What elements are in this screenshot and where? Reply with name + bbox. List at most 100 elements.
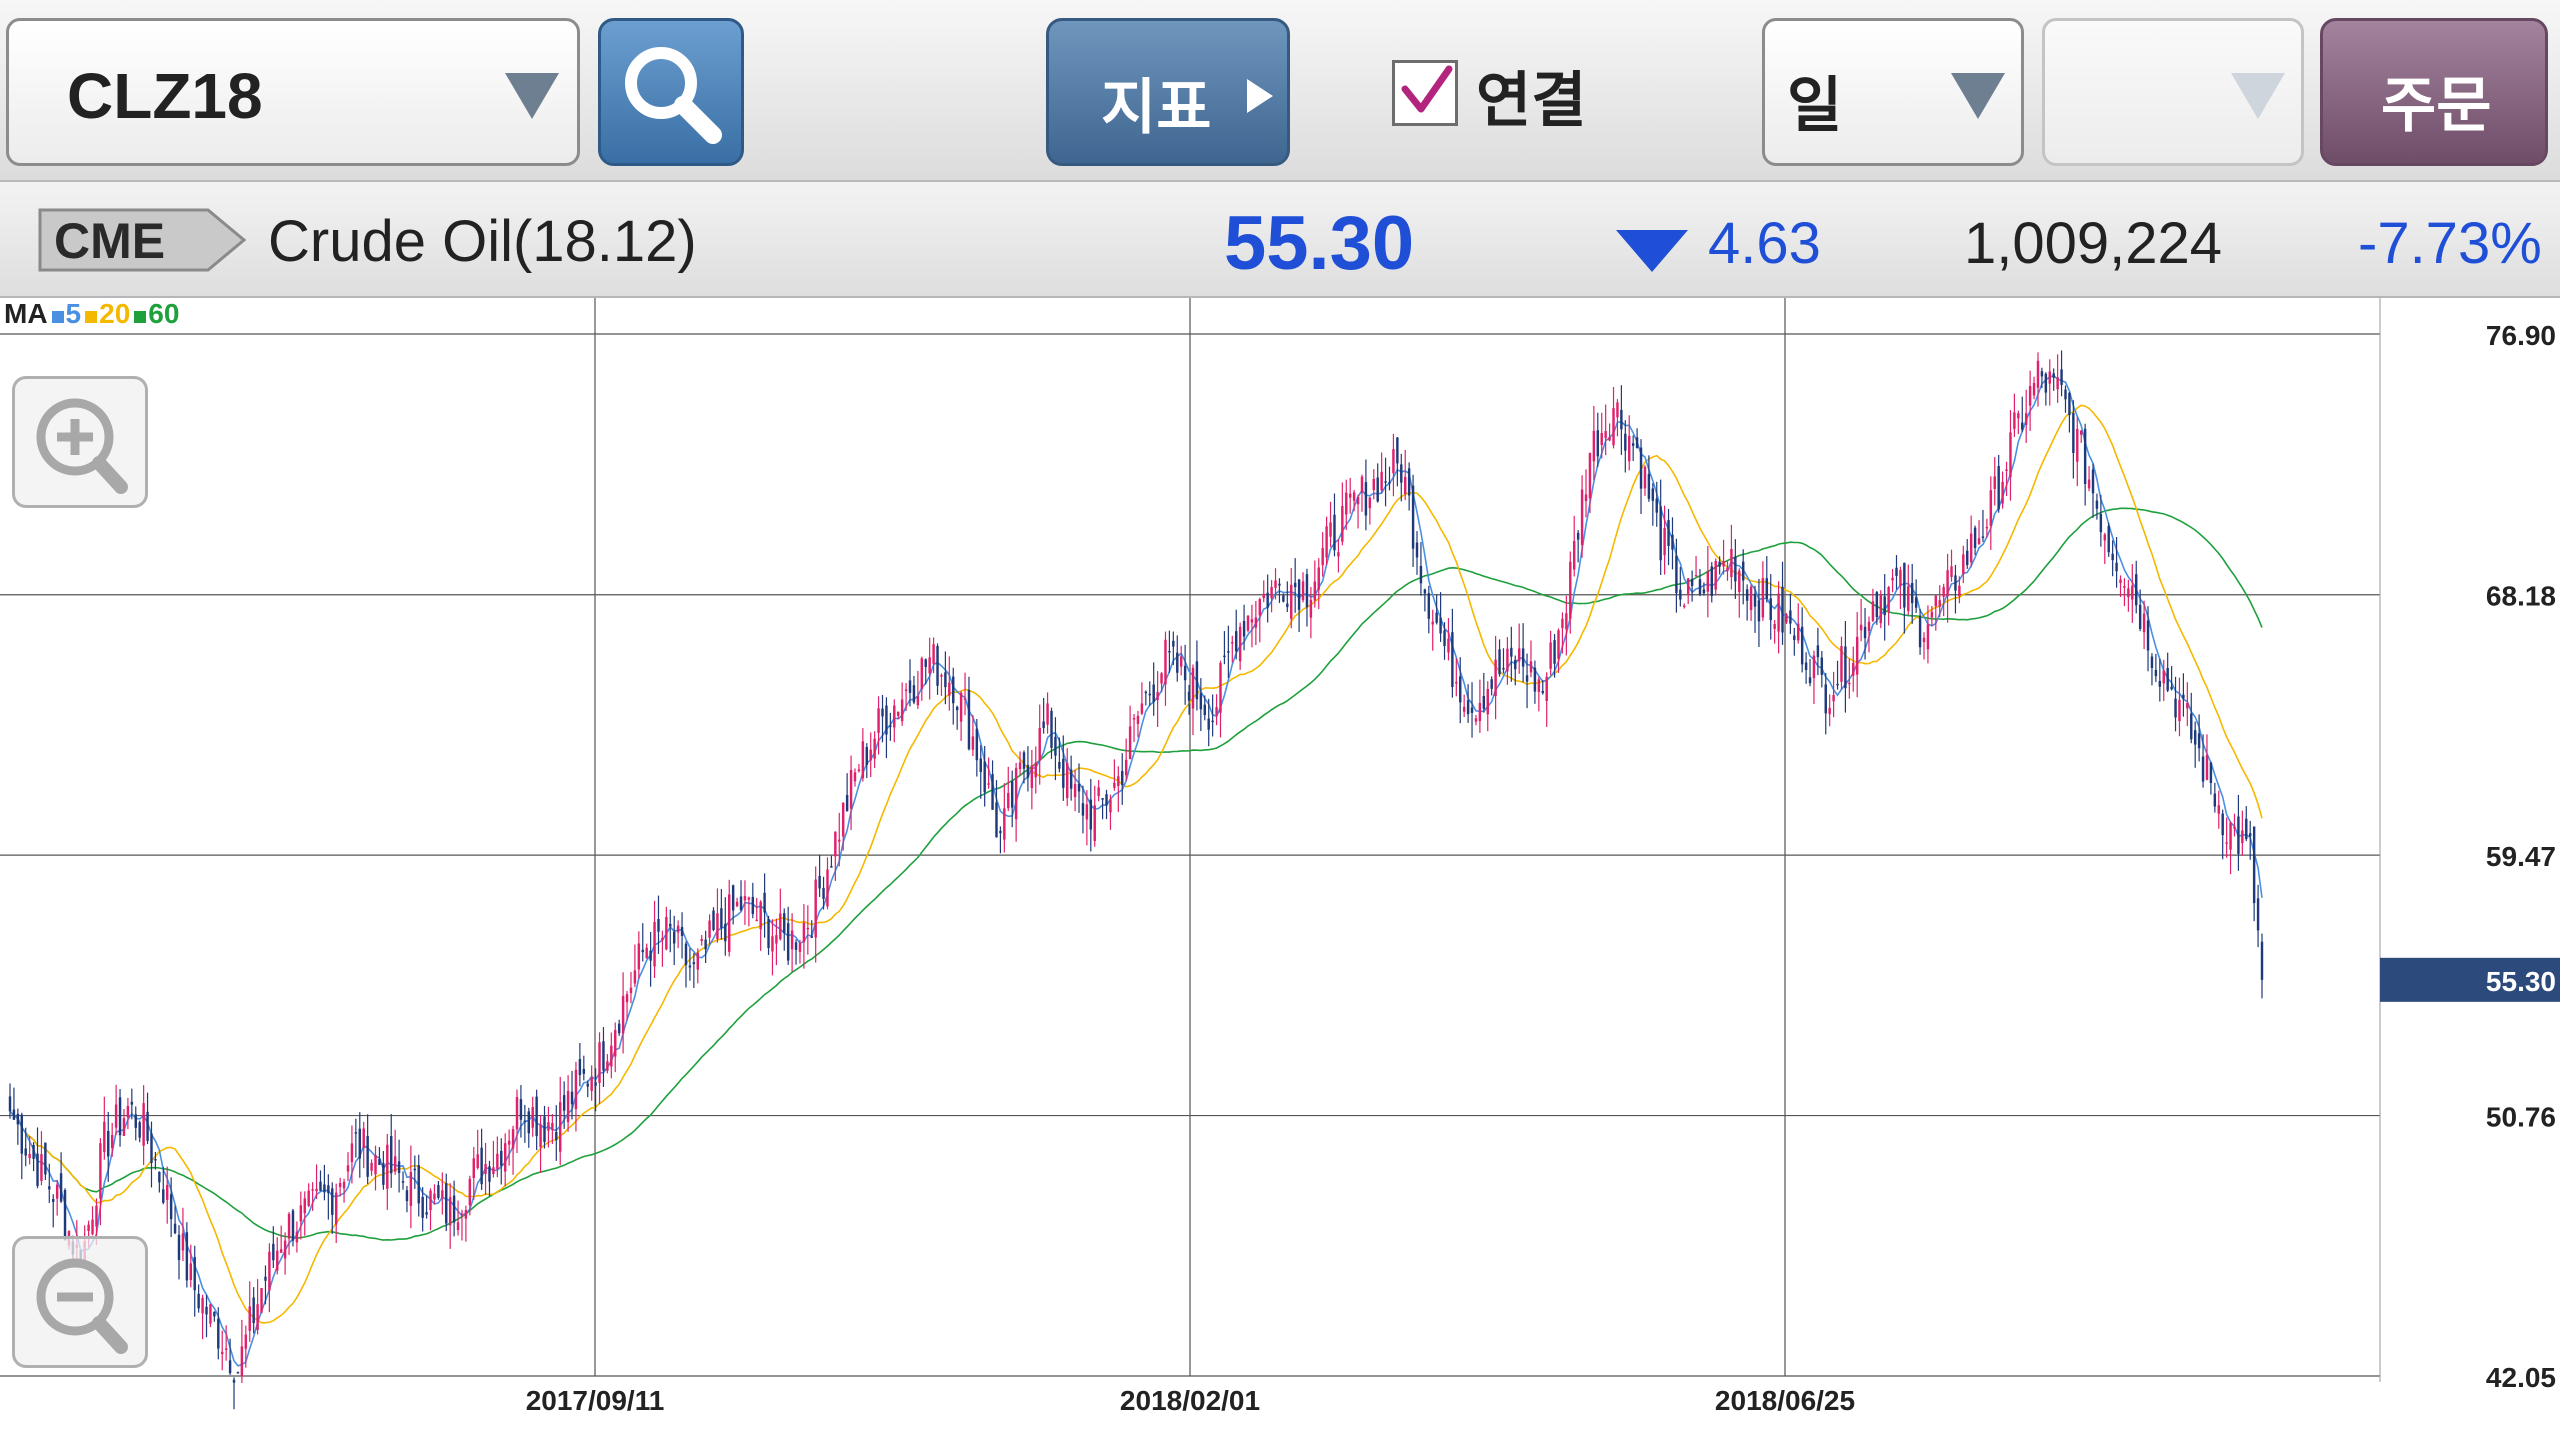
candle-body — [433, 1193, 436, 1200]
candle-body — [653, 921, 656, 967]
candle-body — [217, 1318, 220, 1349]
candle-body — [1227, 651, 1230, 653]
candle-body — [920, 658, 924, 690]
candle-body — [55, 1184, 59, 1199]
secondary-select[interactable] — [2042, 18, 2304, 166]
candle-body — [1596, 430, 1600, 457]
candle-body — [1066, 762, 1069, 799]
candle-body — [590, 1077, 593, 1091]
ma-legend-prefix: MA — [4, 298, 48, 329]
connect-checkbox[interactable] — [1392, 60, 1458, 126]
candle-body — [897, 711, 900, 716]
candle-body — [2091, 469, 2095, 494]
candle-body — [1305, 574, 1309, 608]
candle-body — [1553, 640, 1556, 664]
candle-body — [1172, 640, 1175, 647]
candle-body — [1761, 578, 1765, 618]
candle-body — [786, 923, 790, 961]
change-rate: -7.73% — [2358, 211, 2542, 276]
symbol-select[interactable]: CLZ18 — [6, 18, 580, 166]
candle-body — [2131, 585, 2134, 600]
candle-body — [1875, 592, 1879, 618]
toolbar: CLZ18 지표 연결 일 주문 — [0, 0, 2560, 182]
candle-body — [405, 1190, 409, 1202]
candle-body — [205, 1306, 208, 1315]
candle-body — [578, 1059, 582, 1076]
candle-body — [1293, 582, 1297, 588]
candle-body — [1191, 667, 1195, 709]
candle-body — [1918, 615, 1922, 648]
ma60-line — [9, 507, 2263, 1241]
candle-body — [1132, 718, 1136, 720]
candle-body — [543, 1116, 546, 1143]
candle-body — [2241, 830, 2244, 844]
candle-body — [1950, 566, 1953, 577]
candle-body — [948, 682, 951, 696]
candle-body — [1576, 532, 1580, 540]
candle-body — [197, 1293, 200, 1309]
candle-body — [346, 1165, 350, 1172]
period-select[interactable]: 일 — [1762, 18, 2024, 166]
zoom-out-button[interactable] — [12, 1236, 148, 1368]
indicator-button[interactable]: 지표 — [1046, 18, 1290, 166]
candle-body — [2186, 702, 2189, 709]
candle-body — [594, 1082, 597, 1086]
candle-body — [138, 1122, 141, 1138]
ma20-line — [9, 404, 2263, 1324]
order-button[interactable]: 주문 — [2320, 18, 2548, 166]
chart-grid — [0, 298, 2381, 1382]
candle-body — [2182, 694, 2185, 699]
candle-body — [751, 897, 755, 914]
candle-body — [2248, 833, 2252, 837]
candle-body — [2201, 756, 2205, 782]
candle-body — [1631, 443, 1635, 446]
candle-body — [1883, 596, 1886, 616]
candle-body — [1962, 554, 1965, 575]
candle-body — [1895, 567, 1898, 576]
candle-body — [1313, 581, 1317, 601]
ma5-legend-label: 5 — [65, 298, 82, 329]
candle-body — [2209, 762, 2213, 783]
candle-body — [374, 1155, 377, 1175]
candle-body — [1855, 636, 1859, 675]
down-arrow-icon — [1616, 230, 1688, 272]
checkmark-icon — [1401, 65, 1453, 113]
candle-body — [1517, 648, 1521, 662]
candle-body — [1030, 765, 1034, 789]
candle-body — [1667, 520, 1670, 546]
candle-body — [661, 938, 664, 941]
candle-body — [456, 1222, 460, 1230]
candle-body — [728, 894, 731, 952]
candle-body — [1199, 693, 1203, 710]
candle-body — [1325, 526, 1328, 558]
candle-body — [1635, 437, 1639, 449]
candle-body — [724, 923, 727, 942]
candle-body — [747, 897, 751, 900]
candle-body — [1148, 693, 1151, 696]
candle-body — [519, 1099, 523, 1120]
candle-body — [1592, 430, 1596, 462]
candle-body — [2142, 613, 2146, 633]
ma60-legend-label: 60 — [148, 298, 180, 329]
candle-body — [1993, 476, 1996, 489]
candle-body — [417, 1165, 420, 1204]
candle-body — [1278, 583, 1281, 586]
search-button[interactable] — [598, 18, 744, 166]
candle-body — [2087, 479, 2091, 489]
candle-body — [338, 1182, 342, 1188]
candle-body — [1977, 538, 1981, 545]
candle-body — [944, 672, 947, 688]
candle-body — [2052, 373, 2055, 378]
candle-body — [1411, 485, 1415, 549]
candle-body — [189, 1263, 193, 1280]
candle-body — [885, 705, 888, 735]
price-chart[interactable]: 76.90 68.18 59.47 50.76 42.05 55.30 2017/09/11… — [0, 298, 2560, 1440]
zoom-in-button[interactable] — [12, 376, 148, 508]
candle-body — [224, 1348, 228, 1350]
candle-body — [1266, 592, 1269, 608]
y-tick-label: 42.05 — [2486, 1362, 2556, 1393]
candle-body — [1443, 630, 1446, 647]
candle-body — [700, 939, 703, 941]
candle-body — [767, 919, 770, 948]
candle-body — [1569, 561, 1572, 619]
